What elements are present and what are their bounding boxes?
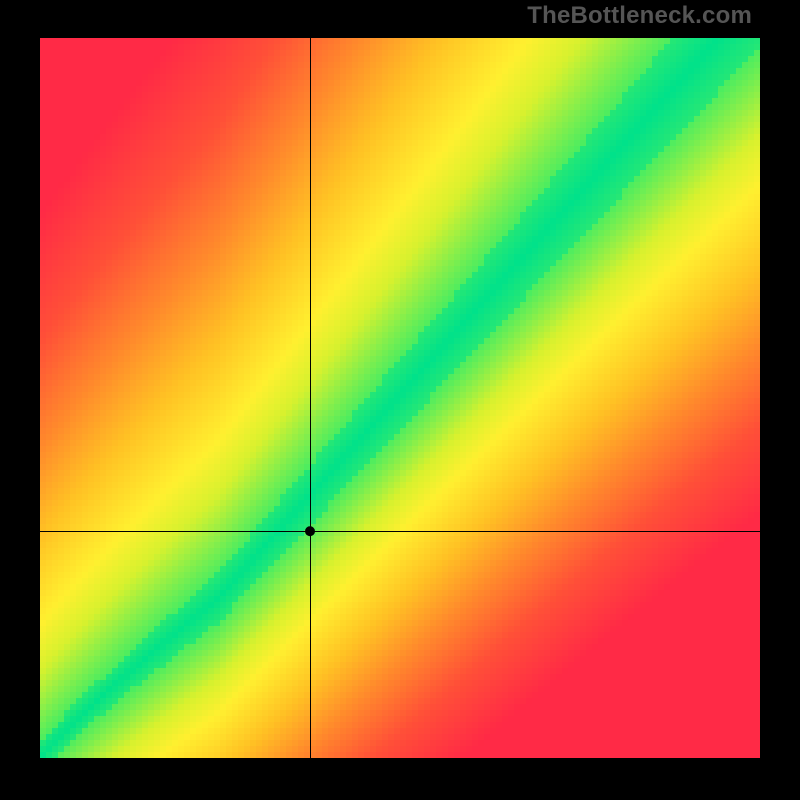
watermark-text: TheBottleneck.com xyxy=(527,2,752,30)
crosshair-overlay xyxy=(40,38,760,758)
chart-frame: TheBottleneck.com xyxy=(0,0,800,800)
